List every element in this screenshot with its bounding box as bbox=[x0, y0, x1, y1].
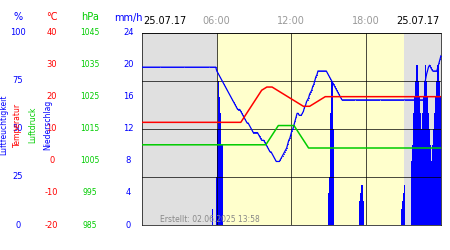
Bar bbox=[403, 193, 405, 225]
Text: 100: 100 bbox=[10, 28, 26, 37]
Bar bbox=[420, 129, 422, 225]
Text: 30: 30 bbox=[46, 60, 57, 69]
Bar bbox=[217, 129, 218, 225]
Text: 985: 985 bbox=[83, 220, 97, 230]
Text: hPa: hPa bbox=[81, 12, 99, 22]
Bar bbox=[359, 201, 361, 225]
Text: 8: 8 bbox=[126, 156, 131, 165]
Bar bbox=[416, 64, 418, 225]
Bar bbox=[401, 209, 402, 225]
Text: 4: 4 bbox=[126, 188, 131, 198]
Text: 50: 50 bbox=[13, 124, 23, 133]
Text: 25: 25 bbox=[13, 172, 23, 182]
Bar bbox=[216, 32, 404, 225]
Text: 20: 20 bbox=[46, 92, 57, 101]
Text: 1025: 1025 bbox=[81, 92, 99, 101]
Bar bbox=[428, 113, 429, 225]
Bar bbox=[361, 185, 363, 225]
Text: 995: 995 bbox=[83, 188, 97, 198]
Text: 40: 40 bbox=[46, 28, 57, 37]
Bar bbox=[220, 113, 221, 225]
Bar bbox=[219, 97, 220, 225]
Bar bbox=[427, 97, 428, 225]
Bar bbox=[412, 145, 414, 225]
Text: Luftdruck: Luftdruck bbox=[28, 107, 37, 143]
Bar bbox=[414, 97, 416, 225]
Bar bbox=[218, 80, 220, 225]
Text: mm/h: mm/h bbox=[114, 12, 143, 22]
Bar bbox=[437, 64, 439, 225]
Bar bbox=[360, 193, 362, 225]
Bar bbox=[423, 97, 424, 225]
Bar bbox=[439, 97, 441, 225]
Bar bbox=[415, 80, 417, 225]
Bar bbox=[402, 201, 403, 225]
Bar bbox=[423, 80, 425, 225]
Bar bbox=[430, 145, 432, 225]
Text: 16: 16 bbox=[123, 92, 134, 101]
Text: 0: 0 bbox=[49, 156, 54, 165]
Text: 0: 0 bbox=[15, 220, 21, 230]
Text: Niederschlag: Niederschlag bbox=[43, 100, 52, 150]
Bar bbox=[332, 129, 334, 225]
Bar bbox=[432, 145, 433, 225]
Text: 1005: 1005 bbox=[80, 156, 100, 165]
Bar bbox=[435, 97, 436, 225]
Bar bbox=[418, 97, 420, 225]
Text: 12:00: 12:00 bbox=[278, 16, 305, 26]
Text: 1035: 1035 bbox=[80, 60, 100, 69]
Text: 10: 10 bbox=[46, 124, 57, 133]
Bar bbox=[425, 64, 426, 225]
Text: Erstellt: 02.06.2025 13:58: Erstellt: 02.06.2025 13:58 bbox=[160, 215, 260, 224]
Bar bbox=[431, 161, 432, 225]
Text: 24: 24 bbox=[123, 28, 134, 37]
Text: 18:00: 18:00 bbox=[352, 16, 380, 26]
Bar bbox=[404, 32, 441, 225]
Bar bbox=[438, 80, 440, 225]
Bar bbox=[433, 129, 435, 225]
Bar bbox=[436, 80, 437, 225]
Bar bbox=[419, 113, 421, 225]
Text: 1015: 1015 bbox=[81, 124, 99, 133]
Bar bbox=[331, 80, 333, 225]
Text: 20: 20 bbox=[123, 60, 134, 69]
Bar bbox=[330, 113, 332, 225]
Bar bbox=[221, 145, 223, 225]
Text: 25.07.17: 25.07.17 bbox=[144, 16, 187, 26]
Text: °C: °C bbox=[46, 12, 58, 22]
Text: 06:00: 06:00 bbox=[202, 16, 230, 26]
Bar bbox=[362, 201, 364, 225]
Bar bbox=[434, 113, 436, 225]
Text: -20: -20 bbox=[45, 220, 58, 230]
Text: 1045: 1045 bbox=[80, 28, 100, 37]
Text: 25.07.17: 25.07.17 bbox=[396, 16, 439, 26]
Text: 0: 0 bbox=[126, 220, 131, 230]
Text: 75: 75 bbox=[13, 76, 23, 85]
Bar bbox=[329, 177, 331, 225]
Text: -10: -10 bbox=[45, 188, 58, 198]
Bar bbox=[417, 80, 419, 225]
Text: Temperatur: Temperatur bbox=[13, 103, 22, 147]
Bar bbox=[404, 185, 405, 225]
Bar bbox=[426, 80, 427, 225]
Bar bbox=[411, 161, 413, 225]
Text: Luftfeuchtigkeit: Luftfeuchtigkeit bbox=[0, 95, 8, 155]
Text: %: % bbox=[14, 12, 22, 22]
Bar bbox=[429, 129, 430, 225]
Text: 12: 12 bbox=[123, 124, 134, 133]
Bar bbox=[422, 113, 423, 225]
Bar bbox=[142, 32, 216, 225]
Bar bbox=[328, 193, 329, 225]
Bar bbox=[216, 177, 217, 225]
Bar bbox=[212, 209, 213, 225]
Bar bbox=[413, 113, 415, 225]
